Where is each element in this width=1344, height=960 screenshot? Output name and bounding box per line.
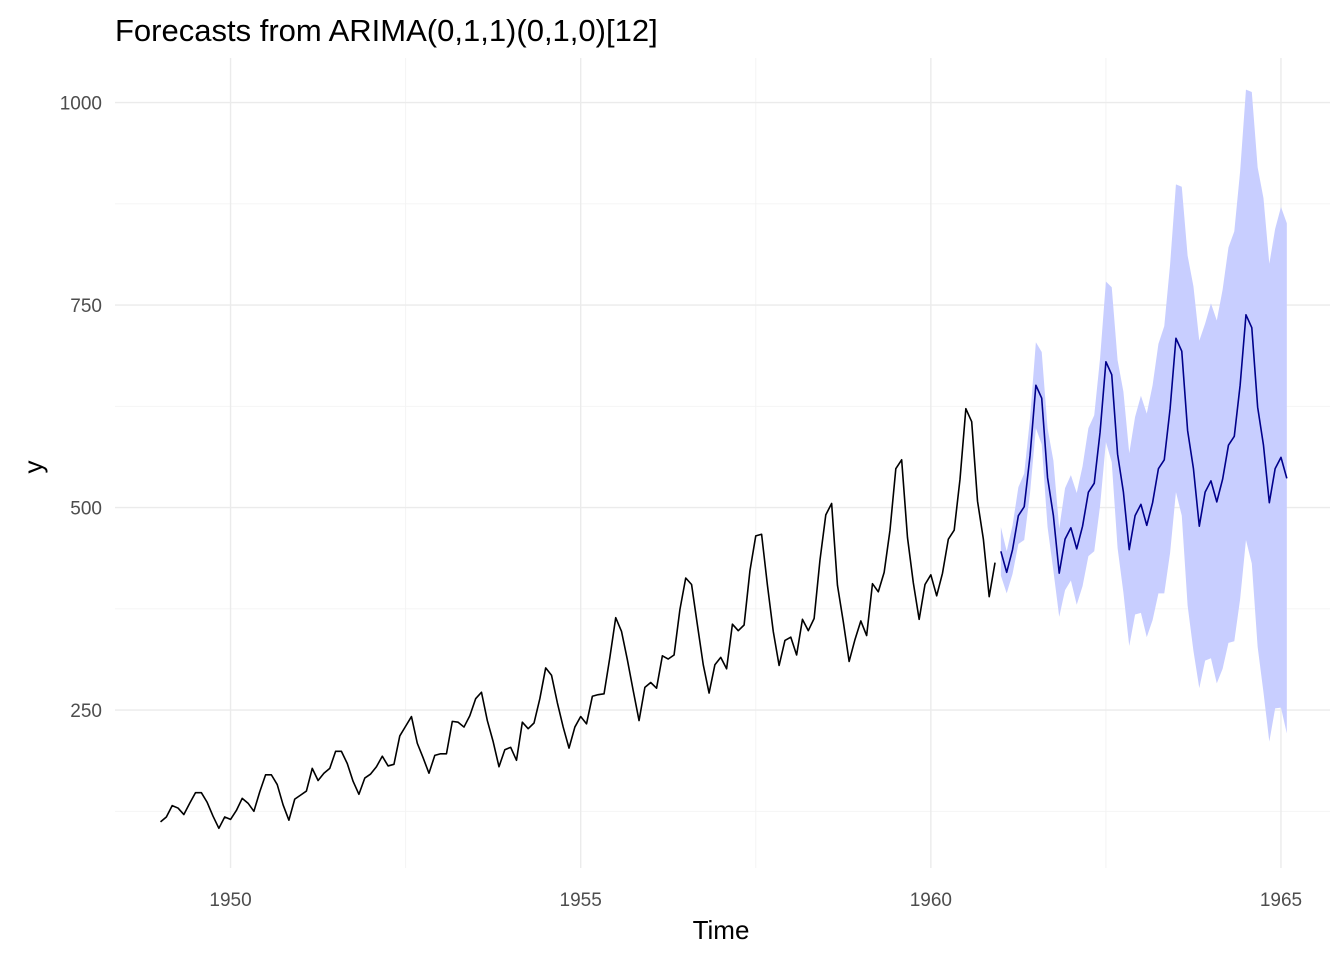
- plot-area: [160, 89, 1288, 830]
- x-tick-label: 1965: [1260, 890, 1302, 911]
- chart-title: Forecasts from ARIMA(0,1,1)(0,1,0)[12]: [115, 13, 658, 48]
- observed-series-line: [160, 407, 996, 830]
- y-tick-label: 250: [70, 701, 102, 722]
- x-tick-label: 1960: [910, 890, 952, 911]
- x-tick-label: 1950: [209, 890, 251, 911]
- y-tick-label: 1000: [60, 94, 102, 115]
- x-tick-label: 1955: [560, 890, 602, 911]
- y-axis-title: y: [18, 461, 48, 474]
- y-tick-label: 500: [70, 499, 102, 520]
- y-tick-label: 750: [70, 296, 102, 317]
- prediction-interval-band: [1000, 89, 1287, 742]
- axes: 1950 1955 1960 1965 250 500 750 1000: [60, 94, 1302, 911]
- x-axis-title: Time: [693, 915, 750, 945]
- forecast-series-line: [1000, 313, 1288, 574]
